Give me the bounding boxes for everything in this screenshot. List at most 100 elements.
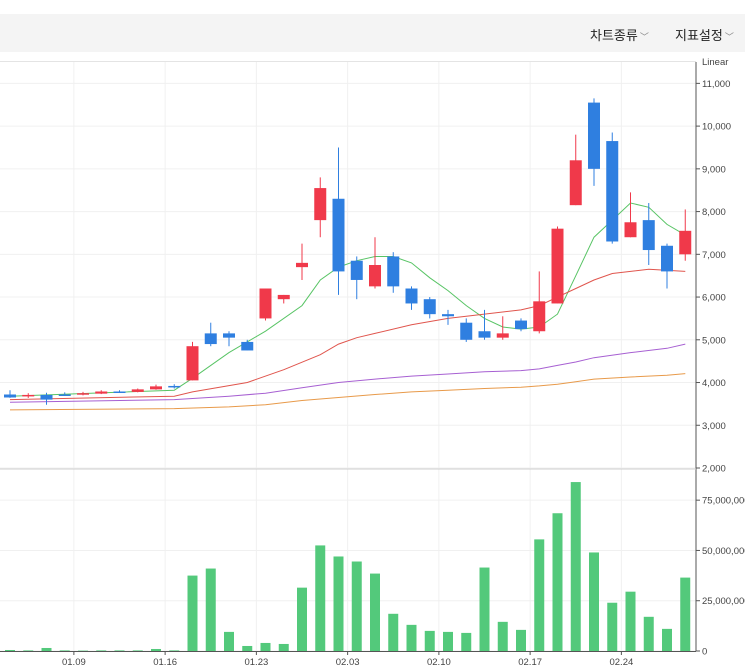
candle-body <box>223 333 235 338</box>
candle-body <box>423 299 436 315</box>
candle-body <box>515 320 527 330</box>
candle-body <box>277 294 290 300</box>
moving-averages <box>9 202 686 411</box>
volume-bar <box>260 642 271 651</box>
volume-bar <box>625 591 636 651</box>
volume-bar <box>388 613 399 651</box>
candle-body <box>679 230 692 255</box>
candle-body <box>131 389 144 392</box>
volume-bar <box>589 552 599 651</box>
scale-label: Linear <box>702 57 728 68</box>
candle-body <box>496 333 509 338</box>
volume-bars <box>5 482 691 652</box>
candle-body <box>95 391 108 394</box>
candle-body <box>296 262 308 268</box>
candle-body <box>551 228 564 304</box>
volume-bar <box>169 650 180 652</box>
time-tick-label: 01.16 <box>153 657 177 668</box>
volume-bar <box>516 629 526 651</box>
candle-body <box>40 394 53 400</box>
moving-average-line <box>9 202 686 397</box>
price-tick-label: 6,000 <box>702 293 726 304</box>
candle-body <box>150 386 162 390</box>
volume-bar <box>224 631 234 651</box>
volume-bar <box>552 513 563 651</box>
time-tick-label: 01.23 <box>244 657 268 668</box>
price-tick-label: 7,000 <box>702 250 726 261</box>
price-tick-label: 3,000 <box>702 421 726 432</box>
chart-type-label: 차트종류 <box>590 29 638 44</box>
candle-body <box>332 198 345 272</box>
volume-tick-label: 25,000,000 <box>702 596 745 607</box>
chart-toolbar: 차트종류 ﹀ 지표설정 ﹀ <box>0 14 745 52</box>
volume-tick-label: 50,000,000 <box>702 546 745 557</box>
volume-bar <box>643 616 654 651</box>
volume-tick-label: 0 <box>702 647 707 658</box>
candle-body <box>606 141 619 242</box>
candle-body <box>405 288 418 304</box>
candle-body <box>113 391 126 394</box>
volume-bar <box>680 577 691 651</box>
volume-bar <box>205 568 216 651</box>
volume-bar <box>41 647 52 651</box>
volume-bar <box>5 649 15 651</box>
volume-bar <box>534 539 545 651</box>
price-tick-label: 10,000 <box>702 122 731 133</box>
volume-bar <box>151 648 161 651</box>
price-tick-label: 9,000 <box>702 164 726 175</box>
volume-bar <box>406 624 417 651</box>
candle-body <box>241 341 254 351</box>
candlesticks <box>4 98 692 405</box>
volume-bar <box>370 573 380 651</box>
volume-bar <box>570 482 581 651</box>
chart-type-button[interactable]: 차트종류 ﹀ <box>590 25 649 44</box>
volume-bar <box>424 630 435 651</box>
price-tick-label: 8,000 <box>702 207 726 218</box>
candle-body <box>387 256 400 287</box>
chevron-down-icon: ﹀ <box>724 33 734 43</box>
time-tick-label: 02.10 <box>427 657 451 668</box>
volume-bar <box>23 650 34 652</box>
volume-bar <box>351 561 362 651</box>
candle-body <box>168 385 181 388</box>
candle-body <box>186 346 199 381</box>
volume-bar <box>662 628 672 651</box>
price-tick-label: 4,000 <box>702 378 726 389</box>
candle-body <box>442 314 454 317</box>
volume-bar <box>187 575 198 651</box>
volume-bar <box>96 650 107 652</box>
volume-bar <box>114 650 125 652</box>
candle-body <box>642 220 655 251</box>
candle-body <box>588 102 600 169</box>
moving-average-line <box>9 373 686 411</box>
time-tick-label: 01.09 <box>62 657 86 668</box>
candle-body <box>460 322 473 340</box>
axes: 2,000 3,000 4,000 5,000 6,000 7,000 8,000 9,000… <box>0 57 745 668</box>
candle-body <box>314 188 327 221</box>
candle-body <box>624 222 637 238</box>
volume-bar <box>479 567 490 651</box>
volume-bar <box>497 621 508 651</box>
volume-bar <box>443 631 453 651</box>
time-tick-label: 02.24 <box>609 657 633 668</box>
candle-body <box>350 260 363 280</box>
time-tick-label: 02.17 <box>518 657 542 668</box>
candle-body <box>22 394 35 397</box>
chevron-down-icon: ﹀ <box>639 33 649 43</box>
volume-bar <box>59 650 70 652</box>
volume-bar <box>607 602 618 651</box>
candle-body <box>478 331 491 338</box>
moving-average-line <box>9 268 686 401</box>
volume-bar <box>333 556 344 651</box>
price-tick-label: 11,000 <box>702 79 730 90</box>
indicator-settings-label: 지표설정 <box>675 29 723 44</box>
moving-average-line <box>9 343 686 403</box>
price-tick-label: 2,000 <box>702 464 726 475</box>
indicator-settings-button[interactable]: 지표설정 ﹀ <box>675 25 734 44</box>
candle-body <box>569 160 582 206</box>
candle-body <box>77 393 89 395</box>
candle-body <box>369 265 381 287</box>
price-tick-label: 5,000 <box>702 335 726 346</box>
volume-bar <box>278 643 289 651</box>
